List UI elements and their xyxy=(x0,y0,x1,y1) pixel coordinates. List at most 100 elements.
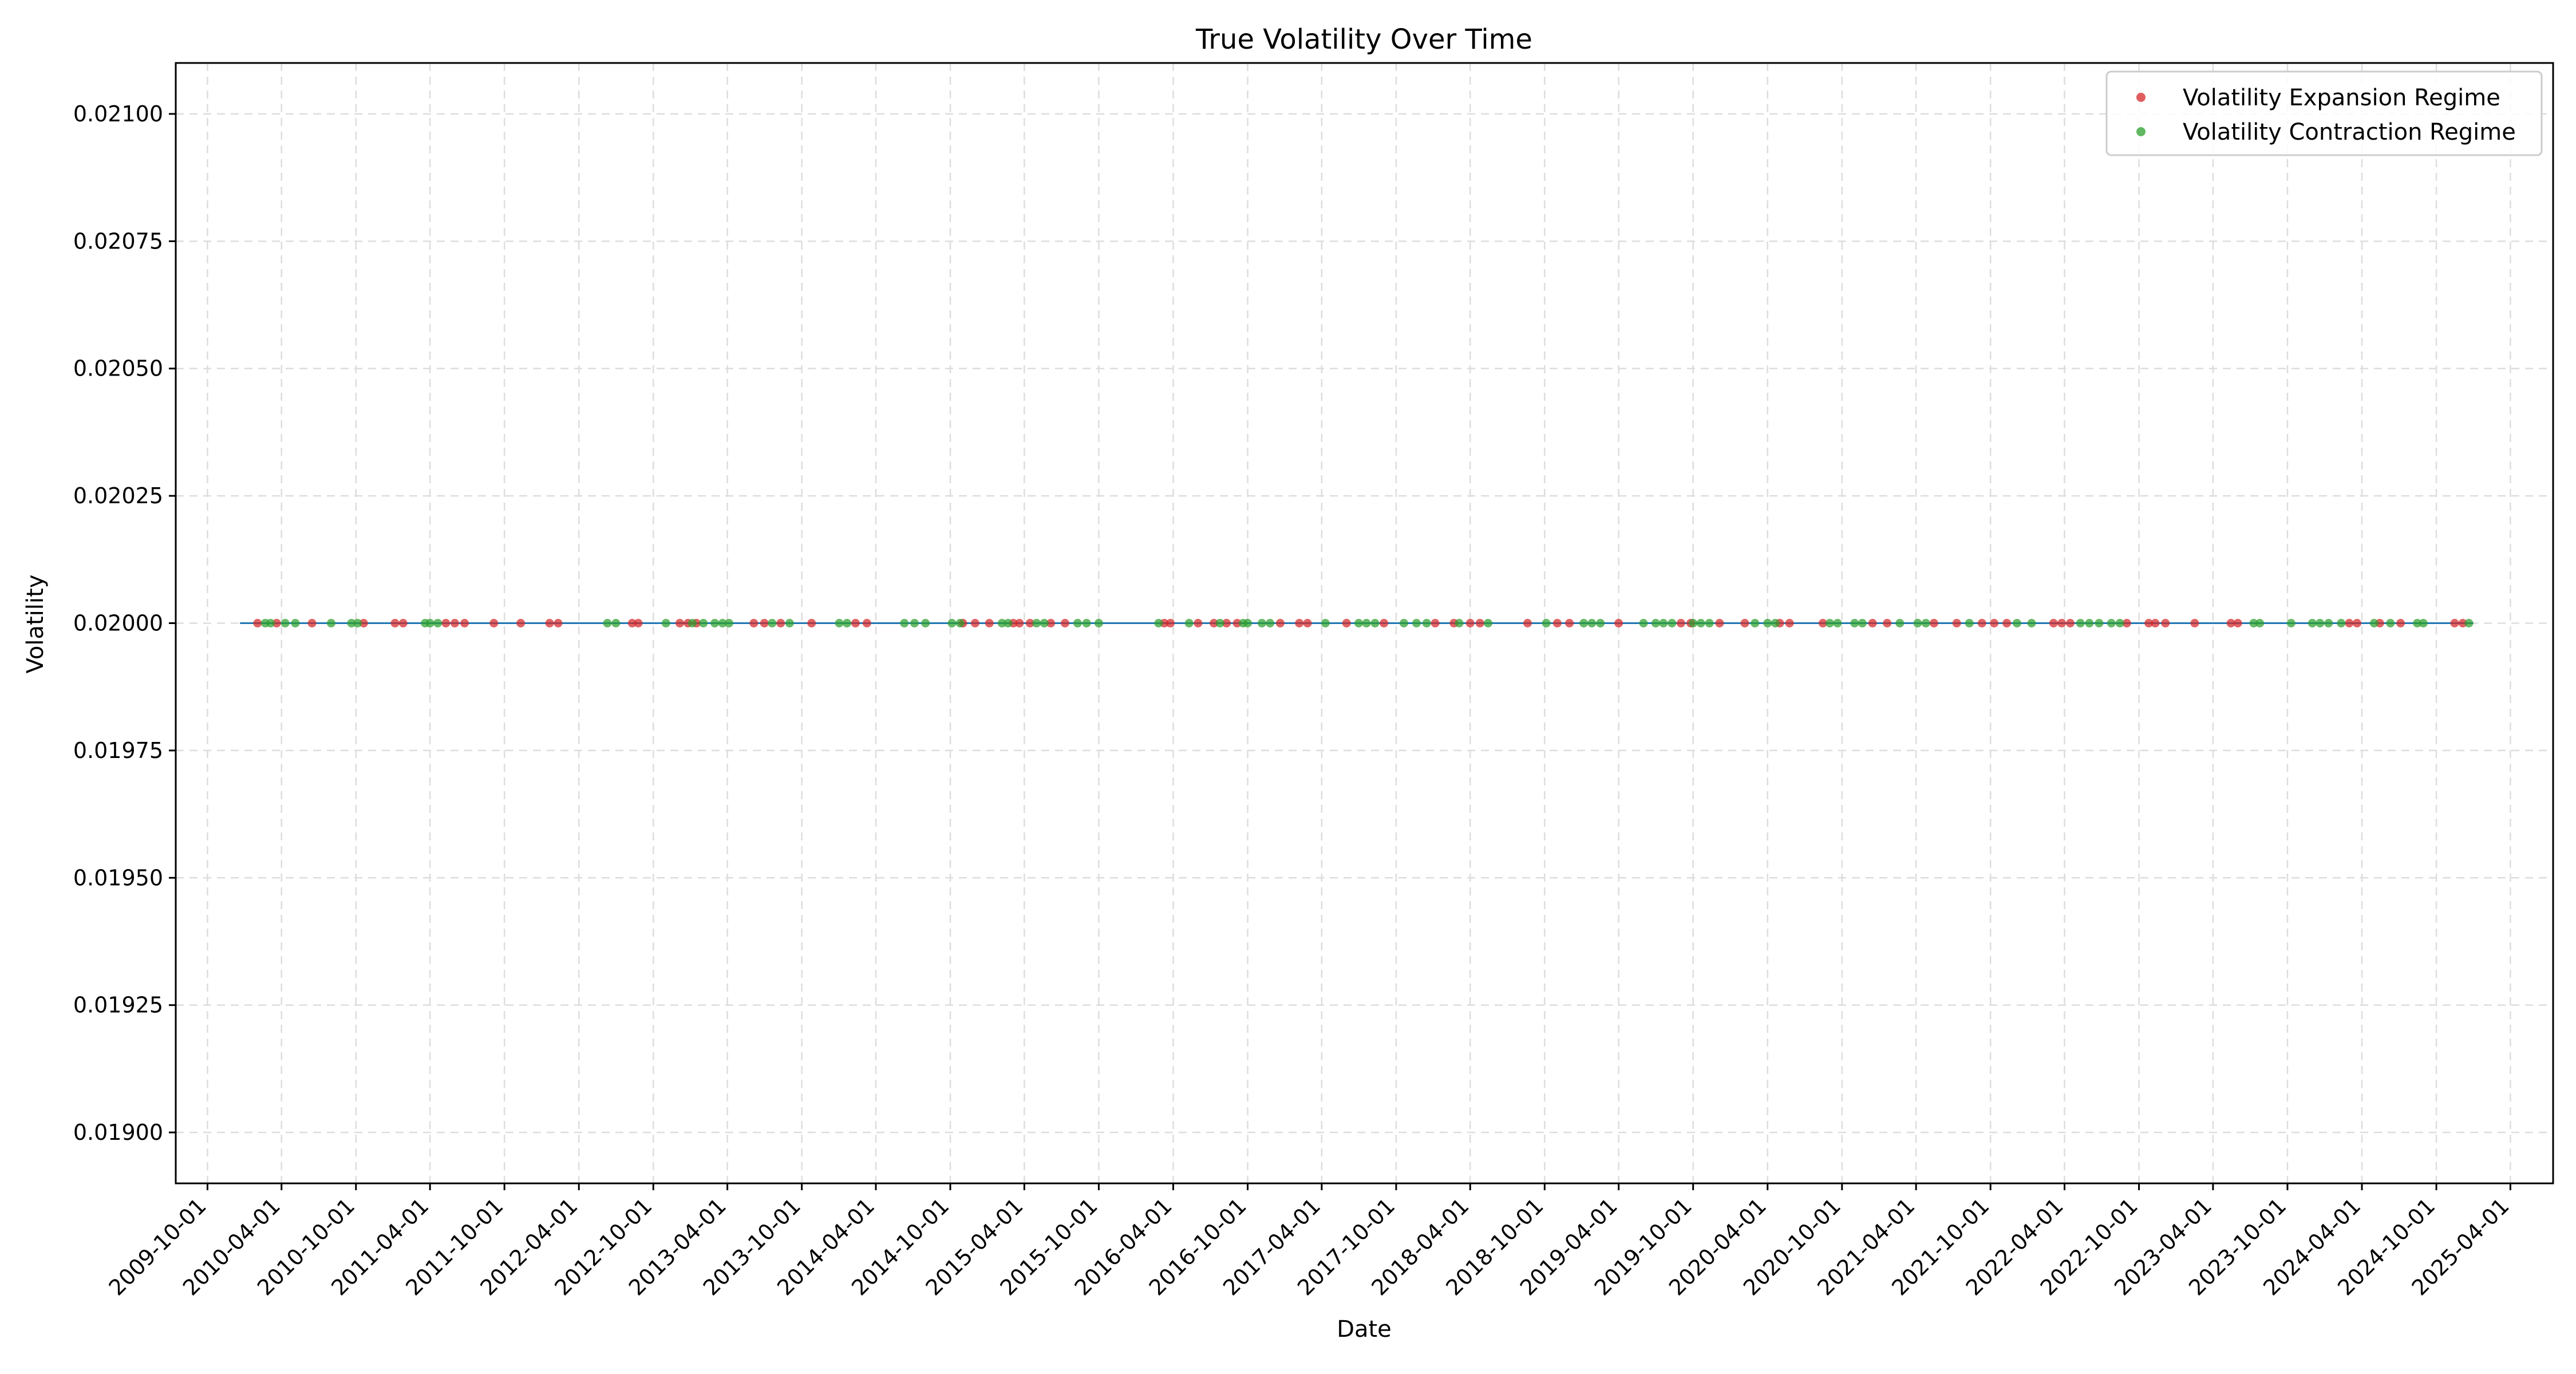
scatter-point-expansion xyxy=(627,619,637,627)
scatter-point-expansion xyxy=(1380,619,1389,627)
scatter-point-contraction xyxy=(2249,619,2258,627)
scatter-point-contraction xyxy=(1073,619,1082,627)
scatter-point-expansion xyxy=(2049,619,2058,627)
scatter-point-expansion xyxy=(1740,619,1749,627)
scatter-point-contraction xyxy=(2115,619,2124,627)
series-contraction xyxy=(260,619,2474,627)
scatter-point-contraction xyxy=(1370,619,1380,627)
scatter-point-expansion xyxy=(1552,619,1562,627)
scatter-point-expansion xyxy=(985,619,994,627)
legend-marker-contraction xyxy=(2136,127,2146,136)
scatter-point-expansion xyxy=(545,619,554,627)
series-expansion xyxy=(253,619,2467,627)
scatter-point-contraction xyxy=(1696,619,1705,627)
legend-box xyxy=(2105,70,2543,156)
chart-title: True Volatility Over Time xyxy=(1195,23,1532,56)
scatter-point-contraction xyxy=(1833,619,1842,627)
scatter-point-contraction xyxy=(2308,619,2317,627)
scatter-point-expansion xyxy=(851,619,860,627)
scatter-point-expansion xyxy=(2233,619,2242,627)
scatter-point-expansion xyxy=(760,619,769,627)
scatter-point-contraction xyxy=(947,619,957,627)
scatter-point-expansion xyxy=(1929,619,1938,627)
scatter-point-contraction xyxy=(699,619,708,627)
x-axis-label: Date xyxy=(1337,1316,1392,1343)
scatter-point-contraction xyxy=(2419,619,2428,627)
scatter-point-contraction xyxy=(2107,619,2116,627)
legend-label-contraction: Volatility Contraction Regime xyxy=(2183,119,2516,145)
scatter-point-expansion xyxy=(1210,619,1219,627)
scatter-point-expansion xyxy=(2352,619,2361,627)
scatter-point-expansion xyxy=(2161,619,2170,627)
scatter-point-contraction xyxy=(611,619,621,627)
scatter-point-contraction xyxy=(353,619,362,627)
scatter-point-expansion xyxy=(1475,619,1484,627)
y-tick-label: 0.01900 xyxy=(73,1120,163,1145)
scatter-point-contraction xyxy=(1542,619,1551,627)
scatter-point-expansion xyxy=(1342,619,1351,627)
scatter-point-contraction xyxy=(718,619,727,627)
scatter-point-expansion xyxy=(634,619,643,627)
scatter-point-expansion xyxy=(2144,619,2154,627)
scatter-point-contraction xyxy=(2076,619,2085,627)
scatter-point-expansion xyxy=(807,619,816,627)
scatter-point-expansion xyxy=(1523,619,1532,627)
scatter-point-contraction xyxy=(1651,619,1660,627)
scatter-point-contraction xyxy=(1705,619,1714,627)
scatter-point-contraction xyxy=(2027,619,2036,627)
scatter-point-contraction xyxy=(2413,619,2422,627)
scatter-point-contraction xyxy=(1579,619,1589,627)
scatter-point-contraction xyxy=(1763,619,1772,627)
scatter-point-expansion xyxy=(489,619,499,627)
scatter-point-contraction xyxy=(1354,619,1364,627)
scatter-point-contraction xyxy=(2316,619,2325,627)
scatter-point-contraction xyxy=(724,619,733,627)
scatter-point-contraction xyxy=(1689,619,1698,627)
y-tick-label: 0.02050 xyxy=(73,356,163,381)
scatter-point-expansion xyxy=(1015,619,1024,627)
scatter-point-expansion xyxy=(1232,619,1242,627)
scatter-point-contraction xyxy=(1455,619,1464,627)
scatter-point-contraction xyxy=(1362,619,1371,627)
scatter-point-expansion xyxy=(441,619,451,627)
scatter-point-expansion xyxy=(2122,619,2131,627)
scatter-point-contraction xyxy=(1184,619,1194,627)
scatter-point-expansion xyxy=(1060,619,1069,627)
y-tick-label: 0.01950 xyxy=(73,865,163,890)
scatter-point-contraction xyxy=(1215,619,1224,627)
scatter-point-expansion xyxy=(398,619,408,627)
y-tick-label: 0.02025 xyxy=(73,483,163,508)
scatter-point-expansion xyxy=(516,619,526,627)
scatter-point-contraction xyxy=(1921,619,1930,627)
scatter-point-contraction xyxy=(1422,619,1431,627)
scatter-point-expansion xyxy=(1676,619,1685,627)
scatter-point-expansion xyxy=(776,619,785,627)
scatter-point-contraction xyxy=(266,619,275,627)
scatter-point-contraction xyxy=(768,619,777,627)
scatter-point-contraction xyxy=(1484,619,1493,627)
scatter-point-expansion xyxy=(1025,619,1034,627)
x-axis: 2009-10-012010-04-012010-10-012011-04-01… xyxy=(104,1183,2514,1301)
scatter-point-contraction xyxy=(1321,619,1330,627)
scatter-point-contraction xyxy=(843,619,852,627)
scatter-point-contraction xyxy=(2095,619,2104,627)
scatter-point-contraction xyxy=(2085,619,2094,627)
scatter-point-expansion xyxy=(1883,619,1892,627)
scatter-point-contraction xyxy=(955,619,965,627)
scatter-point-expansion xyxy=(862,619,871,627)
scatter-point-expansion xyxy=(1614,619,1623,627)
scatter-point-contraction xyxy=(1639,619,1648,627)
scatter-point-expansion xyxy=(359,619,368,627)
scatter-point-contraction xyxy=(921,619,930,627)
scatter-point-contraction xyxy=(900,619,909,627)
scatter-point-contraction xyxy=(1596,619,1605,627)
scatter-point-contraction xyxy=(1659,619,1668,627)
y-tick-label: 0.02000 xyxy=(73,611,163,636)
scatter-point-expansion xyxy=(451,619,460,627)
scatter-point-contraction xyxy=(1094,619,1103,627)
scatter-point-expansion xyxy=(554,619,563,627)
scatter-point-contraction xyxy=(1243,619,1253,627)
scatter-point-expansion xyxy=(1818,619,1827,627)
scatter-point-expansion xyxy=(2151,619,2160,627)
